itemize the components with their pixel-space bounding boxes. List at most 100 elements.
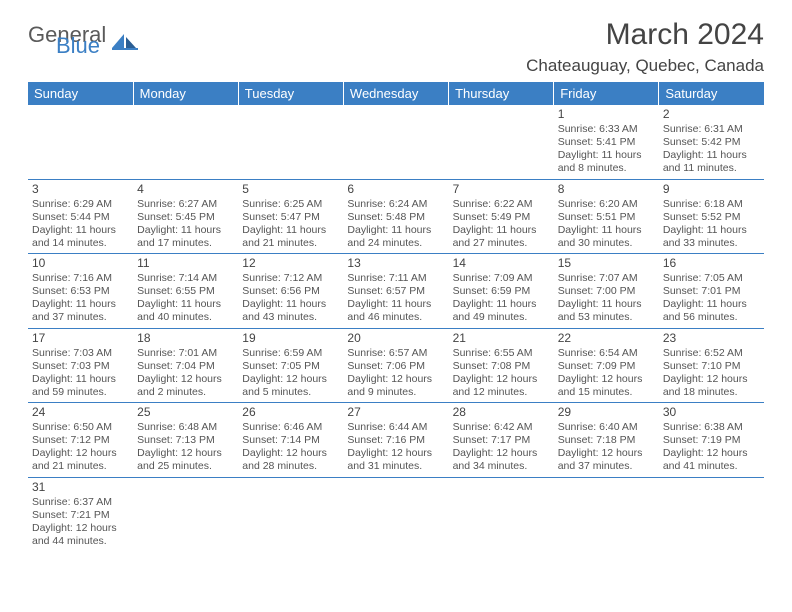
daylight-text: Daylight: 11 hours and 8 minutes.	[558, 149, 655, 175]
sunrise-text: Sunrise: 6:22 AM	[453, 198, 550, 211]
calendar-cell	[238, 105, 343, 179]
day-number: 10	[32, 256, 129, 271]
calendar-cell: 20Sunrise: 6:57 AMSunset: 7:06 PMDayligh…	[343, 328, 448, 403]
weekday-header: Wednesday	[343, 82, 448, 105]
day-number: 1	[558, 107, 655, 122]
daylight-text: Daylight: 12 hours and 44 minutes.	[32, 522, 129, 548]
day-number: 16	[663, 256, 760, 271]
weekday-header-row: SundayMondayTuesdayWednesdayThursdayFrid…	[28, 82, 764, 105]
day-number: 13	[347, 256, 444, 271]
sunset-text: Sunset: 7:01 PM	[663, 285, 760, 298]
calendar-cell	[343, 477, 448, 551]
sunset-text: Sunset: 7:19 PM	[663, 434, 760, 447]
sunset-text: Sunset: 7:04 PM	[137, 360, 234, 373]
sunrise-text: Sunrise: 6:33 AM	[558, 123, 655, 136]
day-number: 17	[32, 331, 129, 346]
day-number: 20	[347, 331, 444, 346]
sunrise-text: Sunrise: 6:27 AM	[137, 198, 234, 211]
daylight-text: Daylight: 11 hours and 33 minutes.	[663, 224, 760, 250]
sunset-text: Sunset: 7:06 PM	[347, 360, 444, 373]
daylight-text: Daylight: 12 hours and 37 minutes.	[558, 447, 655, 473]
calendar-cell: 13Sunrise: 7:11 AMSunset: 6:57 PMDayligh…	[343, 254, 448, 329]
sunset-text: Sunset: 6:57 PM	[347, 285, 444, 298]
daylight-text: Daylight: 11 hours and 14 minutes.	[32, 224, 129, 250]
day-number: 4	[137, 182, 234, 197]
day-number: 29	[558, 405, 655, 420]
calendar-cell: 15Sunrise: 7:07 AMSunset: 7:00 PMDayligh…	[554, 254, 659, 329]
sunset-text: Sunset: 5:49 PM	[453, 211, 550, 224]
daylight-text: Daylight: 12 hours and 41 minutes.	[663, 447, 760, 473]
calendar-cell: 6Sunrise: 6:24 AMSunset: 5:48 PMDaylight…	[343, 179, 448, 254]
sunrise-text: Sunrise: 6:46 AM	[242, 421, 339, 434]
calendar-cell	[238, 477, 343, 551]
sunrise-text: Sunrise: 7:12 AM	[242, 272, 339, 285]
day-number: 30	[663, 405, 760, 420]
calendar-cell: 18Sunrise: 7:01 AMSunset: 7:04 PMDayligh…	[133, 328, 238, 403]
daylight-text: Daylight: 12 hours and 21 minutes.	[32, 447, 129, 473]
day-number: 6	[347, 182, 444, 197]
sunrise-text: Sunrise: 6:38 AM	[663, 421, 760, 434]
calendar-row: 17Sunrise: 7:03 AMSunset: 7:03 PMDayligh…	[28, 328, 764, 403]
daylight-text: Daylight: 11 hours and 27 minutes.	[453, 224, 550, 250]
calendar-cell: 22Sunrise: 6:54 AMSunset: 7:09 PMDayligh…	[554, 328, 659, 403]
sunrise-text: Sunrise: 6:40 AM	[558, 421, 655, 434]
day-number: 28	[453, 405, 550, 420]
sunrise-text: Sunrise: 6:29 AM	[32, 198, 129, 211]
sunset-text: Sunset: 7:09 PM	[558, 360, 655, 373]
day-number: 3	[32, 182, 129, 197]
calendar-cell: 21Sunrise: 6:55 AMSunset: 7:08 PMDayligh…	[449, 328, 554, 403]
daylight-text: Daylight: 11 hours and 49 minutes.	[453, 298, 550, 324]
day-number: 22	[558, 331, 655, 346]
day-number: 7	[453, 182, 550, 197]
calendar-cell: 28Sunrise: 6:42 AMSunset: 7:17 PMDayligh…	[449, 403, 554, 478]
sunset-text: Sunset: 7:12 PM	[32, 434, 129, 447]
calendar-cell: 30Sunrise: 6:38 AMSunset: 7:19 PMDayligh…	[659, 403, 764, 478]
calendar-row: 1Sunrise: 6:33 AMSunset: 5:41 PMDaylight…	[28, 105, 764, 179]
sunrise-text: Sunrise: 7:16 AM	[32, 272, 129, 285]
day-number: 14	[453, 256, 550, 271]
sunset-text: Sunset: 7:13 PM	[137, 434, 234, 447]
weekday-header: Tuesday	[238, 82, 343, 105]
daylight-text: Daylight: 11 hours and 46 minutes.	[347, 298, 444, 324]
sunrise-text: Sunrise: 6:59 AM	[242, 347, 339, 360]
daylight-text: Daylight: 12 hours and 34 minutes.	[453, 447, 550, 473]
calendar-cell	[343, 105, 448, 179]
calendar-cell: 14Sunrise: 7:09 AMSunset: 6:59 PMDayligh…	[449, 254, 554, 329]
daylight-text: Daylight: 11 hours and 21 minutes.	[242, 224, 339, 250]
calendar-cell: 29Sunrise: 6:40 AMSunset: 7:18 PMDayligh…	[554, 403, 659, 478]
day-number: 27	[347, 405, 444, 420]
daylight-text: Daylight: 12 hours and 9 minutes.	[347, 373, 444, 399]
calendar-cell: 17Sunrise: 7:03 AMSunset: 7:03 PMDayligh…	[28, 328, 133, 403]
sunrise-text: Sunrise: 6:37 AM	[32, 496, 129, 509]
sunset-text: Sunset: 7:05 PM	[242, 360, 339, 373]
calendar-cell: 2Sunrise: 6:31 AMSunset: 5:42 PMDaylight…	[659, 105, 764, 179]
calendar-cell	[449, 105, 554, 179]
sunset-text: Sunset: 7:18 PM	[558, 434, 655, 447]
sunset-text: Sunset: 5:45 PM	[137, 211, 234, 224]
daylight-text: Daylight: 11 hours and 59 minutes.	[32, 373, 129, 399]
calendar-cell	[133, 477, 238, 551]
sunset-text: Sunset: 5:44 PM	[32, 211, 129, 224]
sunrise-text: Sunrise: 7:01 AM	[137, 347, 234, 360]
sunset-text: Sunset: 5:47 PM	[242, 211, 339, 224]
daylight-text: Daylight: 11 hours and 17 minutes.	[137, 224, 234, 250]
daylight-text: Daylight: 12 hours and 12 minutes.	[453, 373, 550, 399]
logo-sail-icon	[112, 34, 138, 50]
sunrise-text: Sunrise: 6:18 AM	[663, 198, 760, 211]
day-number: 11	[137, 256, 234, 271]
daylight-text: Daylight: 12 hours and 2 minutes.	[137, 373, 234, 399]
sunset-text: Sunset: 7:21 PM	[32, 509, 129, 522]
sunrise-text: Sunrise: 6:31 AM	[663, 123, 760, 136]
calendar-cell: 11Sunrise: 7:14 AMSunset: 6:55 PMDayligh…	[133, 254, 238, 329]
sunset-text: Sunset: 7:10 PM	[663, 360, 760, 373]
calendar-cell	[28, 105, 133, 179]
calendar-cell: 27Sunrise: 6:44 AMSunset: 7:16 PMDayligh…	[343, 403, 448, 478]
day-number: 18	[137, 331, 234, 346]
sunset-text: Sunset: 5:41 PM	[558, 136, 655, 149]
daylight-text: Daylight: 12 hours and 31 minutes.	[347, 447, 444, 473]
sunrise-text: Sunrise: 7:09 AM	[453, 272, 550, 285]
calendar-cell: 5Sunrise: 6:25 AMSunset: 5:47 PMDaylight…	[238, 179, 343, 254]
weekday-header: Friday	[554, 82, 659, 105]
sunrise-text: Sunrise: 6:52 AM	[663, 347, 760, 360]
day-number: 21	[453, 331, 550, 346]
